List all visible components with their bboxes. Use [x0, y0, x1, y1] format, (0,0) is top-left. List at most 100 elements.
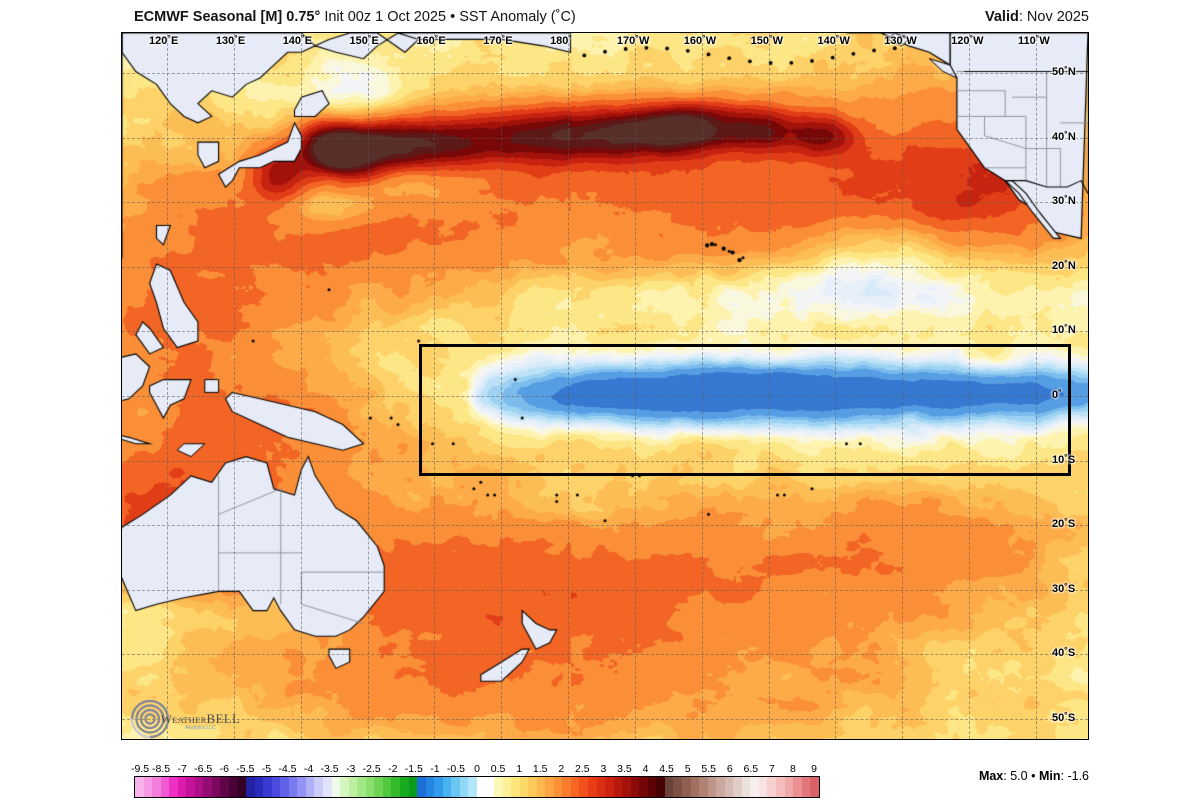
colorbar-tick-label: 4 [642, 763, 649, 775]
colorbar-swatch [536, 777, 546, 797]
colorbar-swatch [528, 777, 537, 797]
colorbar-swatch [570, 777, 580, 797]
colorbar-swatch [442, 777, 452, 797]
sst-anomaly-map[interactable] [122, 33, 1088, 739]
longitude-gridline [167, 33, 168, 739]
colorbar[interactable] [134, 776, 820, 798]
colorbar-swatch [348, 777, 358, 797]
colorbar-swatch [647, 777, 657, 797]
colorbar-tick-label: 4.5 [659, 763, 674, 775]
longitude-label: 150˚W [750, 35, 784, 47]
title-separator: • [450, 9, 456, 25]
colorbar-swatch [434, 777, 443, 797]
colorbar-swatch [152, 777, 161, 797]
colorbar-swatch [801, 777, 811, 797]
colorbar-swatch [263, 777, 272, 797]
colorbar-swatch [246, 777, 255, 797]
longitude-label: 170˚W [616, 35, 650, 47]
colorbar-swatch [716, 777, 725, 797]
valid-label: Valid [985, 9, 1019, 25]
colorbar-swatch [169, 777, 178, 797]
colorbar-swatch [314, 777, 324, 797]
colorbar-tick-label: 2 [558, 763, 565, 775]
longitude-label: 120˚E [149, 35, 179, 47]
colorbar-swatch [622, 777, 631, 797]
colorbar-swatch [391, 777, 400, 797]
colorbar-swatch [305, 777, 315, 797]
colorbar-swatch [690, 777, 700, 797]
colorbar-tick-label: -2 [388, 763, 398, 775]
colorbar-tick-label: -1 [430, 763, 440, 775]
colorbar-swatch [186, 777, 195, 797]
colorbar-tick-label: 7 [768, 763, 775, 775]
longitude-label: 180˚ [550, 35, 573, 47]
longitude-gridline [300, 33, 302, 739]
longitude-label: 170˚E [483, 35, 513, 47]
init-time: Init 00z 1 Oct 2025 [324, 9, 447, 25]
colorbar-swatch [323, 777, 332, 797]
colorbar-swatch [451, 777, 460, 797]
colorbar-swatch [587, 777, 597, 797]
longitude-label: 160˚W [683, 35, 717, 47]
colorbar-swatch [143, 777, 153, 797]
colorbar-swatch [177, 777, 187, 797]
longitude-gridline [233, 33, 235, 739]
colorbar-tick-label: 6 [726, 763, 733, 775]
colorbar-swatch [673, 777, 682, 797]
max-value: 5.0 [1010, 769, 1028, 783]
colorbar-swatch [699, 777, 708, 797]
colorbar-swatch [485, 777, 494, 797]
colorbar-swatch [682, 777, 691, 797]
colorbar-tick-label: 9 [811, 763, 817, 775]
colorbar-swatch [135, 777, 144, 797]
logo-weather-rest: EATHER [172, 715, 207, 725]
colorbar-swatch [793, 777, 802, 797]
colorbar-swatch [468, 777, 477, 797]
latitude-label: 50˚S [1052, 712, 1076, 724]
colorbar-swatch [545, 777, 554, 797]
colorbar-swatch [357, 777, 366, 797]
colorbar-swatch [211, 777, 221, 797]
map-panel[interactable]: 120˚E 130˚E 140˚E 150˚E 160˚E 170˚E 180˚ 170˚W 1… [121, 32, 1089, 740]
longitude-label: 140˚E [282, 35, 313, 47]
latitude-label: 40˚N [1052, 130, 1076, 143]
colorbar-tick-label: 0.5 [490, 763, 506, 775]
colorbar-swatch [374, 777, 383, 797]
colorbar-swatch [280, 777, 289, 797]
longitude-gridline [568, 33, 570, 739]
latitude-label: 10˚N [1052, 324, 1076, 337]
model-name: ECMWF Seasonal [M] 0.75 [134, 9, 315, 25]
latitude-gridline [122, 719, 1088, 720]
latitude-label: 30˚S [1052, 582, 1076, 595]
longitude-gridline [434, 33, 436, 739]
colorbar-tick-label: -4.5 [278, 763, 297, 775]
colorbar-tick-label: 3 [600, 763, 607, 775]
colorbar-tick-label: 0 [474, 763, 480, 775]
longitude-label: 150˚E [349, 35, 379, 47]
longitude-gridline [768, 33, 770, 739]
min-label: Min [1038, 769, 1061, 783]
colorbar-swatch [160, 777, 170, 797]
colorbar-swatch [810, 777, 819, 797]
header-bar: ECMWF Seasonal [M] 0.75° Init 00z 1 Oct … [0, 0, 1202, 30]
longitude-gridline [835, 33, 837, 739]
colorbar-swatch [203, 777, 212, 797]
logo-bell: BELL [206, 711, 241, 726]
colorbar-tick-label: -7 [177, 763, 187, 775]
colorbar-swatch [459, 777, 469, 797]
max-min-stats: Max: 5.0 • Min: -1.6 [978, 769, 1089, 783]
colorbar-tick-label: 3.5 [617, 763, 632, 775]
colorbar-swatch [382, 777, 392, 797]
colorbar-swatch [417, 777, 426, 797]
colorbar-swatch [724, 777, 734, 797]
longitude-label: 110˚W [1018, 35, 1050, 47]
colorbar-swatch [553, 777, 563, 797]
latitude-label: 0˚ [1052, 389, 1062, 401]
weatherbell-logo: WEATHERBELL Analytics LLC [129, 699, 240, 739]
colorbar-tick-label: -5 [261, 763, 272, 775]
colorbar-swatch [331, 777, 341, 797]
colorbar-swatch [741, 777, 751, 797]
colorbar-swatch [776, 777, 785, 797]
colorbar-swatch [519, 777, 529, 797]
colorbar-swatch [758, 777, 768, 797]
